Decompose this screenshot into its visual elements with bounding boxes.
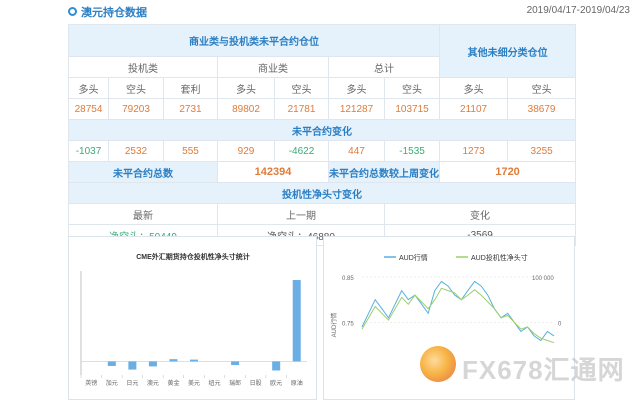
value-comm-short: 21781 <box>274 98 329 120</box>
value-total-long: 121287 <box>328 98 385 120</box>
series-aud-net-position <box>361 287 555 344</box>
bar-category-label: 瑞郎 <box>229 379 241 387</box>
section-commercial-title: 商业类与投机类未平合约仓位 <box>67 24 441 57</box>
col-long: 多头 <box>68 77 109 99</box>
bar-category-label: 英镑 <box>85 379 97 387</box>
positions-table: 商业类与投机类未平合约仓位 其他未细分类仓位 投机类 商业类 总计 多头 空头 … <box>67 24 577 246</box>
total-oi-value: 142394 <box>217 161 329 183</box>
bar-category-label: 日元 <box>126 380 138 387</box>
col-long: 多头 <box>439 77 509 99</box>
bar-9 <box>272 361 281 371</box>
group-spec: 投机类 <box>68 56 218 78</box>
bar-3 <box>148 361 157 367</box>
value-spec-spread: 2731 <box>163 98 218 120</box>
bar-category-label: 加元 <box>106 379 118 387</box>
page-title: 澳元持仓数据 <box>81 7 147 19</box>
net-position-bar-chart: CME外汇期货持仓投机性净头寸统计 英镑 加元 日元 澳元 黄金 美元 纽元 瑞郎 日股 欧元 原油 <box>68 236 317 400</box>
legend-label: AUD投机性净头寸 <box>471 253 528 262</box>
bar-category-label: 欧元 <box>270 379 282 387</box>
bar-4 <box>169 359 178 362</box>
change-spec-long: -1037 <box>68 140 109 162</box>
change-spec-short: 2532 <box>108 140 164 162</box>
bar-category-label: 原油 <box>291 379 303 387</box>
watermark-text: FX678汇通网 <box>462 355 625 385</box>
value-spec-short: 79203 <box>108 98 164 120</box>
legend-label: AUD行情 <box>399 253 428 262</box>
change-total-short: -1535 <box>383 140 441 162</box>
net-change-label: 变化 <box>383 203 577 225</box>
bar-1 <box>107 361 116 366</box>
bar-7 <box>231 361 240 366</box>
page-header: 澳元持仓数据 2019/04/17-2019/04/23 <box>0 0 640 22</box>
value-other-long: 21107 <box>439 98 509 120</box>
total-oi-change-label: 未平合约总数较上周变化 <box>327 161 441 183</box>
left-tick: 0.75 <box>342 321 354 327</box>
total-oi-change-value: 1720 <box>439 161 577 183</box>
section-other-title: 其他未细分类仓位 <box>439 24 577 78</box>
right-tick: 100 000 <box>532 276 554 282</box>
fx678-watermark: FX678汇通网 <box>418 344 638 388</box>
change-total-long: 447 <box>328 140 385 162</box>
bar-chart-svg: CME外汇期货持仓投机性净头寸统计 英镑 加元 日元 澳元 黄金 美元 纽元 瑞郎 日股 欧元 原油 <box>80 252 307 387</box>
bar-category-label: 黄金 <box>167 379 179 387</box>
change-other-short: 3255 <box>507 140 577 162</box>
group-total: 总计 <box>327 56 441 78</box>
bar-5 <box>190 359 198 362</box>
net-prev-label: 上一期 <box>217 203 385 225</box>
col-short: 空头 <box>274 77 329 99</box>
bar-chart-title: CME外汇期货持仓投机性净头寸统计 <box>136 252 250 261</box>
change-other-long: 1273 <box>439 140 509 162</box>
col-short: 空头 <box>507 77 577 99</box>
change-comm-long: 929 <box>217 140 275 162</box>
circle-icon <box>68 7 77 16</box>
change-spec-spread: 555 <box>163 140 218 162</box>
net-latest-label: 最新 <box>68 203 218 225</box>
bar-10 <box>292 280 301 362</box>
fx678-logo-icon <box>420 346 456 382</box>
line-chart-svg: AUD行情 AUD投机性净头寸 0.85 0.75 100 000 0 AUD行情 <box>330 253 562 344</box>
value-comm-long: 89802 <box>217 98 275 120</box>
col-spread: 套利 <box>163 77 218 99</box>
date-range: 2019/04/17-2019/04/23 <box>526 5 630 16</box>
net-title: 投机性净头寸变化 <box>67 182 577 204</box>
col-short: 空头 <box>108 77 164 99</box>
bar-category-label: 日股 <box>250 380 262 387</box>
bar-category-label: 纽元 <box>209 379 221 387</box>
group-comm: 商业类 <box>217 56 329 78</box>
bar-2 <box>128 361 137 370</box>
change-comm-short: -4622 <box>274 140 329 162</box>
value-total-short: 103715 <box>383 98 441 120</box>
col-long: 多头 <box>217 77 275 99</box>
value-other-short: 38679 <box>507 98 577 120</box>
left-axis-label: AUD行情 <box>330 313 338 338</box>
series-aud-price <box>361 280 555 342</box>
col-short: 空头 <box>383 77 441 99</box>
change-title: 未平合约变化 <box>67 119 577 141</box>
bar-category-label: 澳元 <box>147 379 159 387</box>
bar-category-label: 美元 <box>188 379 200 387</box>
total-oi-label: 未平合约总数 <box>68 161 218 183</box>
col-long: 多头 <box>328 77 385 99</box>
value-spec-long: 28754 <box>68 98 109 120</box>
right-tick: 0 <box>558 321 562 327</box>
left-tick: 0.85 <box>342 276 354 282</box>
